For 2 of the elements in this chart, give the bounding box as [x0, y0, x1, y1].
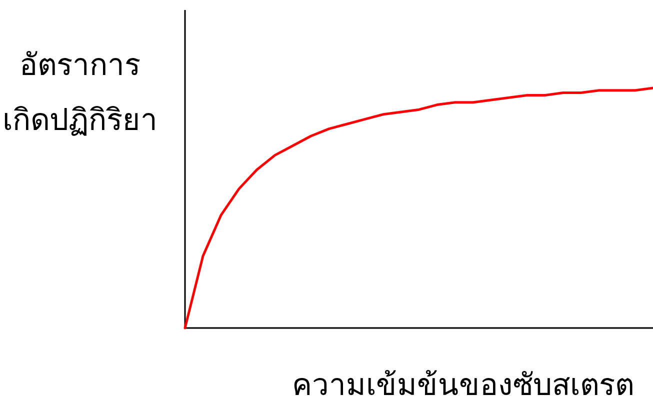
x-axis-title: ความเข้มข้นของซับสเตรต — [292, 369, 634, 402]
y-axis-title: อัตราการ เกิดปฏิกิริยา — [2, 49, 158, 137]
